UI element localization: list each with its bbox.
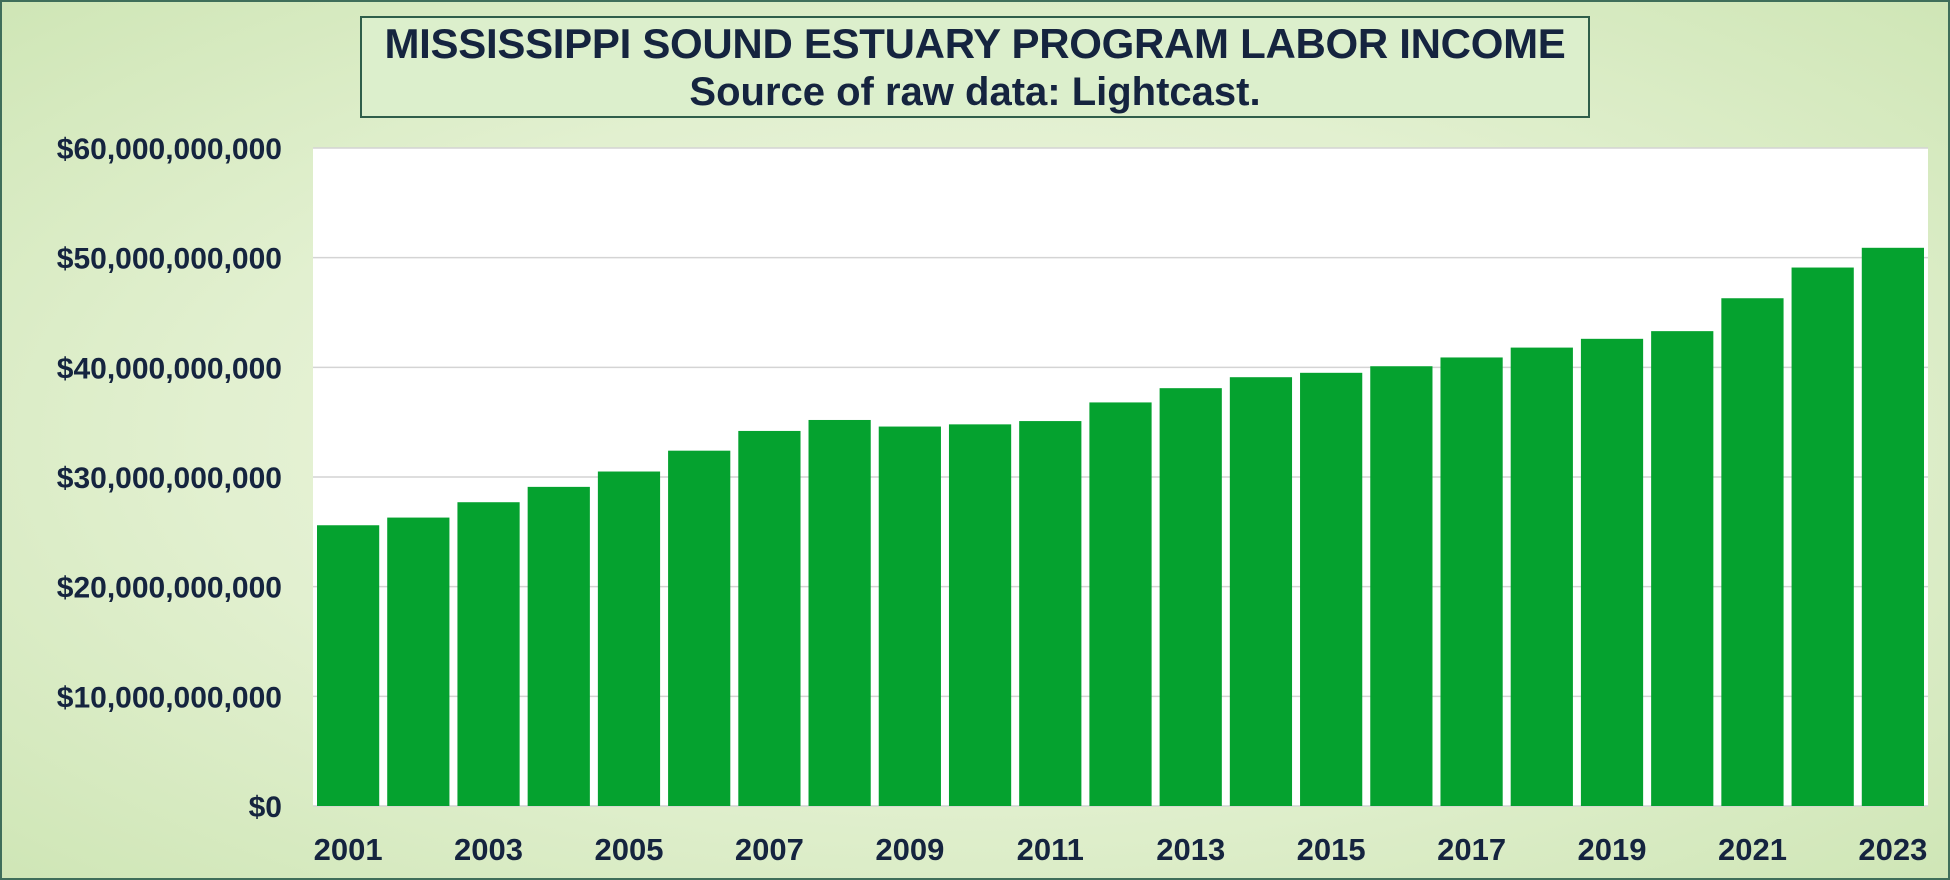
bar-2003 xyxy=(457,502,520,806)
bar-2021 xyxy=(1721,298,1784,806)
bar-2001 xyxy=(317,525,380,806)
bar-2015 xyxy=(1300,372,1363,806)
y-tick-label: $40,000,000,000 xyxy=(57,352,282,385)
bar-2006 xyxy=(668,450,731,806)
bar-2022 xyxy=(1791,267,1854,807)
bar-2002 xyxy=(387,517,450,806)
x-axis-tick-labels: 2001 2003 2005 2007 2009 2011 2013 2015 2017 2019… xyxy=(314,832,1928,867)
chart-title-box: MISSISSIPPI SOUND ESTUARY PROGRAM LABOR … xyxy=(360,16,1590,118)
bar-2011 xyxy=(1019,421,1082,806)
bars xyxy=(317,247,1924,807)
bar-2007 xyxy=(738,430,801,806)
bar-2012 xyxy=(1089,402,1152,806)
x-tick-label: 2007 xyxy=(735,832,804,867)
bar-2004 xyxy=(527,486,590,806)
bar-2005 xyxy=(597,471,661,806)
x-tick-label: 2023 xyxy=(1858,832,1927,867)
bar-2008 xyxy=(808,419,871,806)
x-tick-label: 2001 xyxy=(314,832,383,867)
chart-title: MISSISSIPPI SOUND ESTUARY PROGRAM LABOR … xyxy=(384,20,1566,67)
x-tick-label: 2021 xyxy=(1718,832,1787,867)
x-tick-label: 2005 xyxy=(594,832,663,867)
x-tick-label: 2011 xyxy=(1017,832,1084,867)
x-tick-label: 2017 xyxy=(1437,832,1506,867)
bar-2016 xyxy=(1370,366,1433,806)
bar-2018 xyxy=(1510,347,1573,806)
y-axis-tick-labels: $0 $10,000,000,000 $20,000,000,000 $30,000,… xyxy=(57,133,282,824)
bar-2010 xyxy=(948,424,1012,806)
y-tick-label: $60,000,000,000 xyxy=(57,133,282,166)
y-tick-label: $30,000,000,000 xyxy=(57,462,282,495)
bar-2017 xyxy=(1440,357,1503,806)
bar-2019 xyxy=(1580,338,1644,806)
x-tick-label: 2015 xyxy=(1297,832,1366,867)
x-tick-label: 2013 xyxy=(1156,832,1225,867)
y-tick-label: $10,000,000,000 xyxy=(57,681,282,714)
x-tick-label: 2009 xyxy=(875,832,944,867)
bar-2014 xyxy=(1229,377,1293,806)
x-tick-label: 2003 xyxy=(454,832,523,867)
bar-2013 xyxy=(1159,388,1222,806)
bar-2023 xyxy=(1861,247,1924,807)
bar-2020 xyxy=(1651,331,1714,806)
bar-2009 xyxy=(878,426,941,806)
y-tick-label: $0 xyxy=(249,791,282,824)
y-tick-label: $50,000,000,000 xyxy=(57,243,282,276)
y-tick-label: $20,000,000,000 xyxy=(57,572,282,605)
x-tick-label: 2019 xyxy=(1578,832,1647,867)
chart-subtitle: Source of raw data: Lightcast. xyxy=(689,70,1261,114)
